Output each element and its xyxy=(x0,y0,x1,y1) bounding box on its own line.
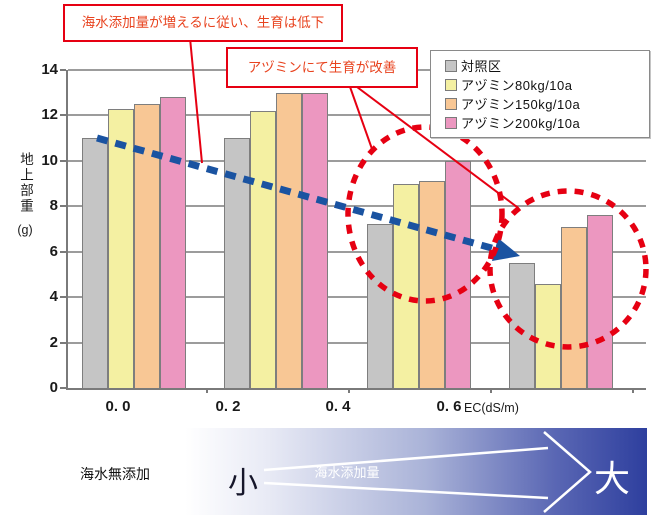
bar-アヅミン200kg/10a xyxy=(587,215,613,388)
y-tickmark-6 xyxy=(60,250,66,253)
bar-対照区 xyxy=(367,224,393,388)
legend-item-アヅミン200kg/10a: アヅミン200kg/10a xyxy=(445,113,641,132)
bar-アヅミン80kg/10a xyxy=(250,111,276,388)
x-tick-label-2: 0. 4 xyxy=(325,398,351,415)
y-tick-label-4: 4 xyxy=(49,288,58,306)
x-tickmark-0 xyxy=(206,388,208,393)
y-tickmark-10 xyxy=(60,159,66,162)
bar-対照区 xyxy=(82,138,108,388)
y-tick-label-12: 12 xyxy=(41,106,58,124)
legend-label: アヅミン150kg/10a xyxy=(461,97,581,112)
legend-label: アヅミン200kg/10a xyxy=(461,116,581,131)
bar-対照区 xyxy=(224,138,250,388)
y-tickmark-2 xyxy=(60,341,66,344)
scale-small-label: 小 xyxy=(228,467,258,500)
x-axis-unit-label: EC(dS/m) xyxy=(464,401,519,415)
bar-group-ec-0.4 xyxy=(367,161,471,388)
legend-swatch-icon xyxy=(445,59,457,72)
bar-対照区 xyxy=(509,263,535,388)
legend-swatch-icon xyxy=(445,78,457,91)
legend-item-アヅミン80kg/10a: アヅミン80kg/10a xyxy=(445,75,641,94)
bar-アヅミン150kg/10a xyxy=(134,104,160,388)
bar-アヅミン200kg/10a xyxy=(302,93,328,388)
bar-アヅミン150kg/10a xyxy=(561,227,587,388)
legend-item-対照区: 対照区 xyxy=(445,56,641,75)
y-tickmark-14 xyxy=(60,69,66,71)
no-seawater-label: 海水無添加 xyxy=(80,466,150,482)
callout-azumin-improvement-text: アヅミンにて生育が改善 xyxy=(247,59,397,75)
seawater-amount-arrow-label: 海水添加量 xyxy=(314,465,380,480)
legend-label: アヅミン80kg/10a xyxy=(461,78,573,93)
bar-アヅミン80kg/10a xyxy=(393,184,419,388)
bar-group-ec-0.0 xyxy=(82,97,186,388)
chart-legend: 対照区アヅミン80kg/10a アヅミン150kg/10a アヅミン200kg/10… xyxy=(430,50,650,138)
legend-label: 対照区 xyxy=(461,59,502,74)
callout-growth-decline-text: 海水添加量が増えるに従い、生育は低下 xyxy=(81,15,325,31)
x-tick-label-0: 0. 0 xyxy=(105,398,131,415)
x-tick-label-1: 0. 2 xyxy=(215,398,241,415)
y-axis-title-text: 地上部重 xyxy=(18,152,33,214)
y-tick-label-8: 8 xyxy=(49,197,58,215)
x-tickmark-3 xyxy=(632,388,634,393)
gridline-y2 xyxy=(68,341,646,344)
y-tickmark-12 xyxy=(60,114,66,117)
y-tick-label-14: 14 xyxy=(41,61,58,78)
y-axis-title: 地上部重 (g) xyxy=(10,152,40,237)
legend-item-アヅミン150kg/10a: アヅミン150kg/10a xyxy=(445,94,641,113)
callout-azumin-improvement: アヅミンにて生育が改善 xyxy=(226,47,418,88)
bar-group-ec-0.2 xyxy=(224,93,328,388)
y-tick-label-0: 0 xyxy=(49,379,58,396)
bar-group-ec-0.6 xyxy=(509,215,613,388)
y-axis-unit: (g) xyxy=(17,223,33,237)
x-tickmark-2 xyxy=(490,388,492,393)
callout-growth-decline: 海水添加量が増えるに従い、生育は低下 xyxy=(63,4,343,42)
bar-アヅミン150kg/10a xyxy=(276,93,302,388)
y-tickmark-8 xyxy=(60,205,66,208)
bar-アヅミン200kg/10a xyxy=(160,97,186,388)
legend-swatch-icon xyxy=(445,116,457,129)
bar-アヅミン80kg/10a xyxy=(108,109,134,388)
x-tickmark-1 xyxy=(348,388,350,393)
bar-アヅミン200kg/10a xyxy=(445,161,471,388)
y-tick-label-10: 10 xyxy=(41,151,58,169)
bar-アヅミン150kg/10a xyxy=(419,181,445,388)
y-tickmark-4 xyxy=(60,296,66,299)
legend-swatch-icon xyxy=(445,97,457,110)
x-tick-label-3: 0. 6 xyxy=(436,398,462,415)
scale-large-label: 大 xyxy=(594,458,631,499)
y-tick-label-6: 6 xyxy=(49,242,58,260)
bar-アヅミン80kg/10a xyxy=(535,284,561,388)
y-tickmark-0 xyxy=(60,387,66,389)
y-tick-label-2: 2 xyxy=(49,333,58,351)
